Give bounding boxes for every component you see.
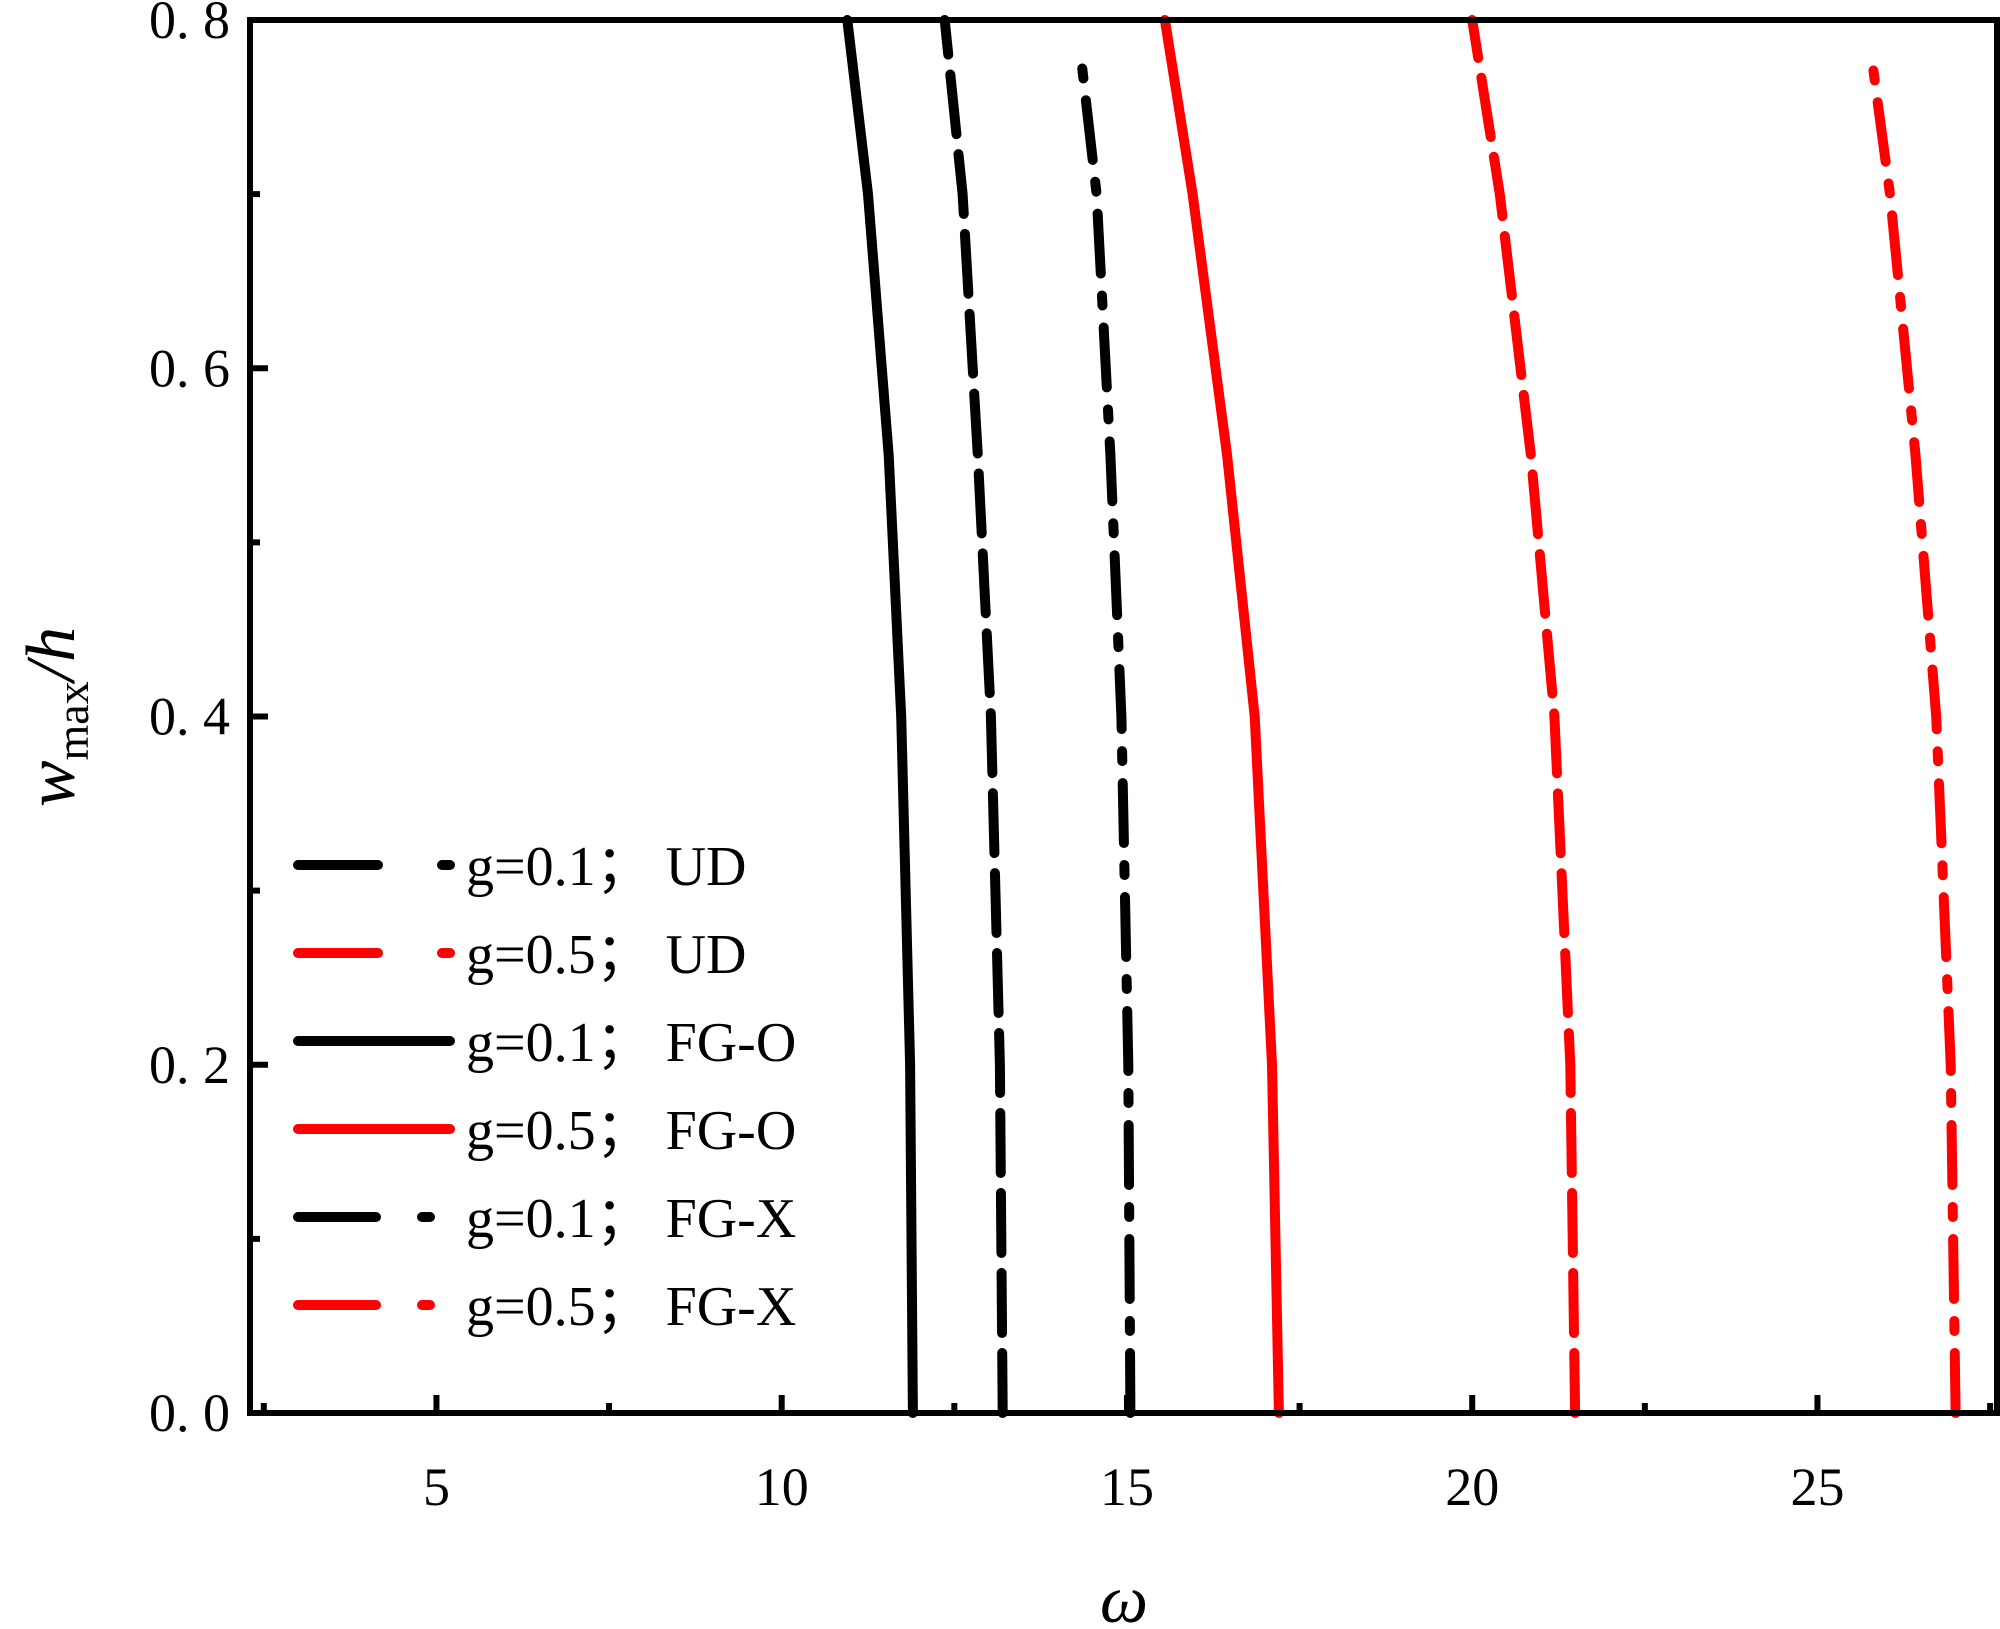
legend-label-2: g=0.5； UD xyxy=(466,924,746,986)
y-axis-title-base: w xyxy=(13,760,90,807)
series-line-5 xyxy=(1075,49,1136,1418)
y-tick-label: 0. 4 xyxy=(149,687,230,747)
x-tick-label: 25 xyxy=(1790,1457,1844,1517)
series-layer xyxy=(842,15,1961,1418)
y-tick-label: 0. 6 xyxy=(149,338,230,398)
ticks-layer: 5 10 15 20 25 0. 0 0. 2 0. 4 0. 6 0. 8 xyxy=(149,0,1994,1517)
y-tick-label: 0. 2 xyxy=(149,1035,230,1095)
legend-label-1: g=0.1； UD xyxy=(466,836,746,898)
y-axis-title: wmax/h xyxy=(13,627,98,807)
x-tick-label: 5 xyxy=(423,1457,450,1517)
series-line-4 xyxy=(1159,15,1284,1418)
legend: g=0.1； UD g=0.5； UD g=0.1； FG-O g=0.5； FG-O… xyxy=(293,836,796,1338)
legend-label-6: g=0.5； FG-X xyxy=(466,1276,796,1338)
series-line-2 xyxy=(1467,15,1581,1418)
series-line-6 xyxy=(1866,49,1961,1418)
legend-label-4: g=0.5； FG-O xyxy=(466,1100,796,1162)
x-tick-label: 15 xyxy=(1100,1457,1154,1517)
y-axis-title-suffix: /h xyxy=(13,627,90,685)
x-tick-label: 10 xyxy=(755,1457,809,1517)
y-tick-label: 0. 0 xyxy=(149,1383,230,1443)
x-tick-label: 20 xyxy=(1445,1457,1499,1517)
legend-label-5: g=0.1； FG-X xyxy=(466,1188,796,1250)
series-line-1 xyxy=(939,15,1008,1418)
series-line-3 xyxy=(842,15,918,1418)
legend-label-3: g=0.1； FG-O xyxy=(466,1012,796,1074)
y-tick-label: 0. 8 xyxy=(149,0,230,50)
x-axis-title: ω xyxy=(1100,1561,1148,1629)
y-axis-title-subscript: max xyxy=(47,681,98,760)
